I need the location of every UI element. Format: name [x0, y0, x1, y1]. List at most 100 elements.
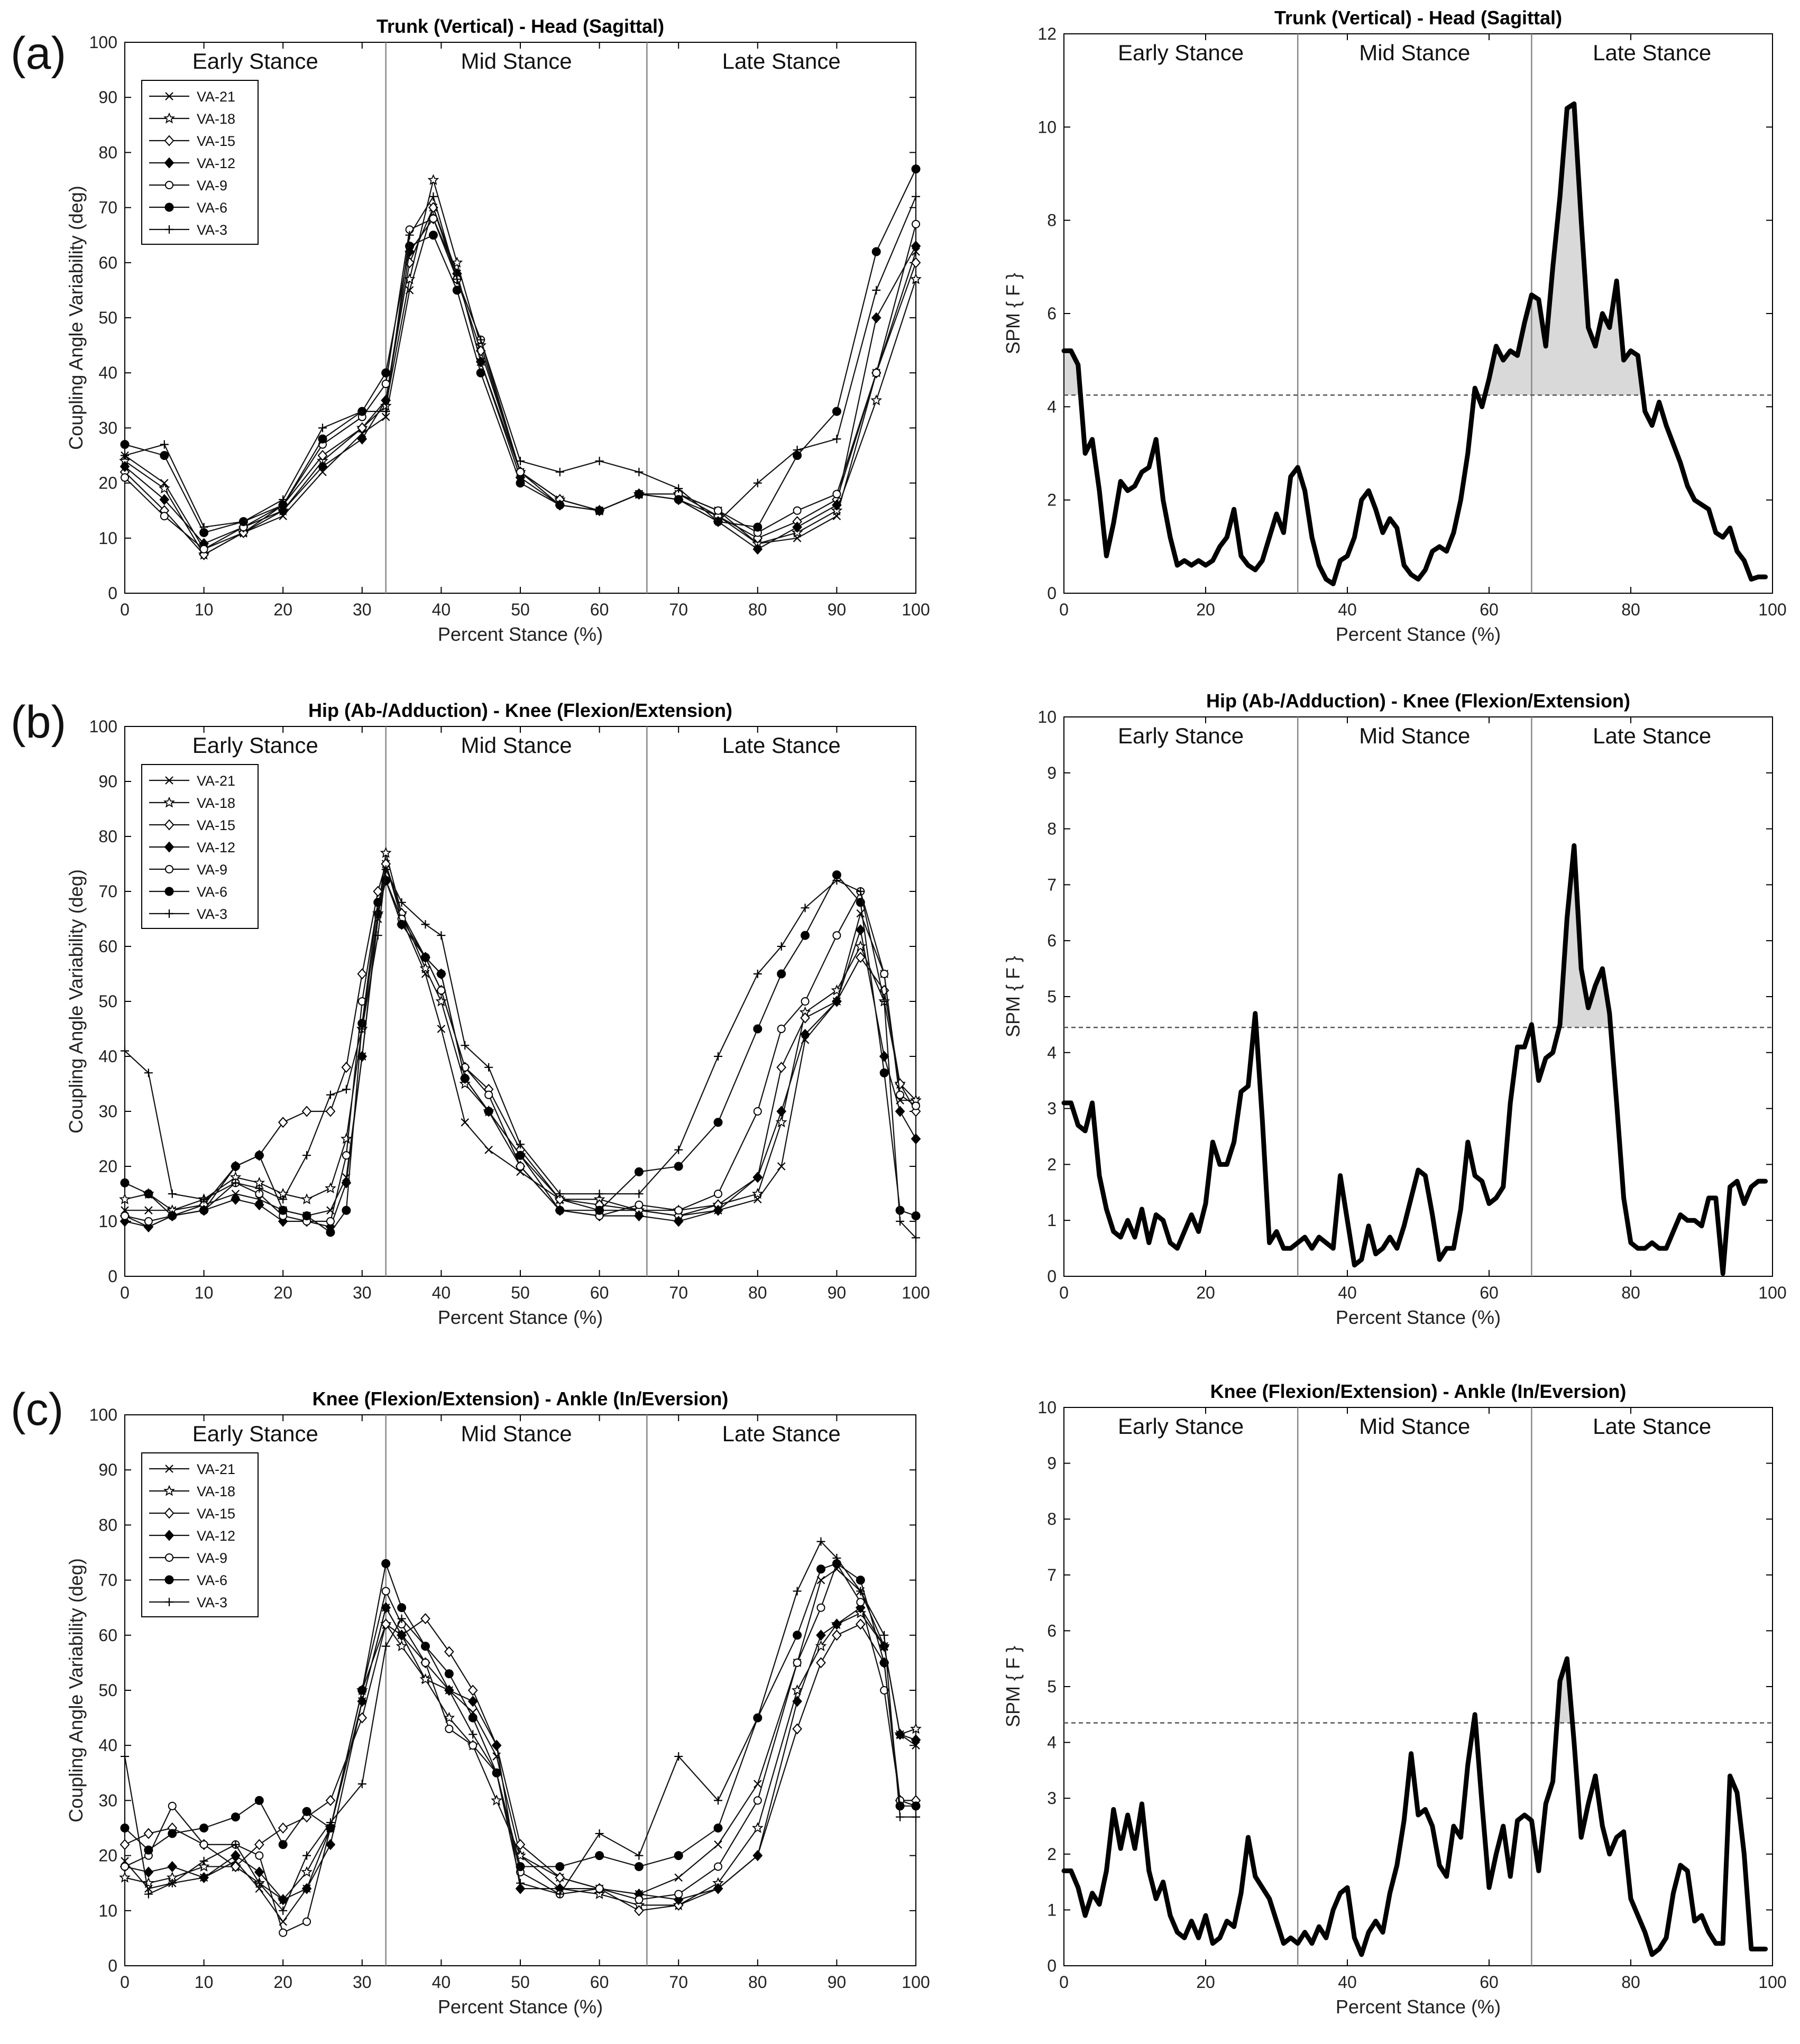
legend-entry: VA-3	[197, 1595, 227, 1610]
x-tick-label: 20	[273, 1283, 292, 1302]
data-point	[792, 1723, 802, 1734]
data-point	[674, 1873, 683, 1882]
y-axis-label: Coupling Angle Variability (deg)	[65, 1558, 87, 1822]
data-point	[278, 1822, 288, 1834]
data-point	[429, 214, 438, 223]
data-point	[816, 1603, 825, 1612]
data-point	[301, 1150, 312, 1161]
data-point	[792, 1696, 802, 1707]
y-tick-label: 6	[1047, 931, 1057, 950]
legend-marker	[164, 887, 174, 896]
phase-label: Mid Stance	[461, 733, 572, 758]
data-point	[445, 1724, 454, 1733]
chart-title: Knee (Flexion/Extension) - Ankle (In/Eve…	[313, 1388, 729, 1410]
data-point	[792, 1586, 802, 1596]
y-tick-label: 50	[98, 1681, 117, 1700]
x-tick-label: 0	[120, 1973, 130, 1992]
x-axis-label: Percent Stance (%)	[438, 623, 603, 645]
data-point	[713, 1824, 723, 1833]
chart-title: Trunk (Vertical) - Head (Sagittal)	[1274, 7, 1562, 29]
data-point	[325, 1183, 336, 1193]
legend-entry: VA-15	[197, 817, 235, 833]
data-point	[816, 1657, 826, 1668]
data-point	[880, 970, 889, 978]
data-point	[461, 1118, 470, 1127]
y-tick-label: 9	[1047, 1454, 1057, 1473]
data-point	[468, 1685, 478, 1696]
spm-curve	[1061, 843, 1768, 1276]
series-va-3	[120, 864, 921, 1243]
y-tick-label: 70	[98, 882, 117, 901]
y-tick-label: 8	[1047, 211, 1057, 230]
data-point	[895, 1812, 905, 1822]
x-tick-label: 20	[1196, 600, 1215, 619]
data-point	[752, 1850, 763, 1861]
data-point	[912, 1101, 920, 1110]
data-point	[713, 1118, 723, 1127]
x-tick-label: 80	[1621, 1283, 1640, 1302]
data-point	[168, 1829, 177, 1838]
legend-entry: VA-9	[197, 178, 227, 194]
y-tick-label: 30	[98, 418, 117, 437]
legend-entry: VA-21	[197, 773, 235, 789]
data-point	[469, 1741, 477, 1750]
data-point	[420, 953, 430, 962]
data-point	[871, 247, 881, 256]
x-tick-label: 60	[590, 1973, 609, 1992]
x-tick-label: 100	[1758, 1973, 1786, 1992]
y-tick-label: 40	[98, 1736, 117, 1755]
x-tick-label: 40	[1338, 600, 1357, 619]
series-line	[124, 207, 917, 556]
series-line	[124, 207, 917, 550]
x-tick-label: 100	[1758, 1283, 1786, 1302]
legend-entry: VA-18	[197, 1484, 235, 1499]
phase-label: Early Stance	[1118, 1414, 1244, 1439]
data-point	[381, 876, 391, 885]
data-point	[832, 1629, 842, 1641]
legend-entry: VA-15	[197, 1506, 235, 1522]
x-tick-label: 80	[748, 1283, 767, 1302]
data-point	[871, 312, 881, 323]
data-point	[516, 478, 525, 488]
phase-label: Mid Stance	[461, 49, 572, 73]
y-tick-label: 20	[98, 1846, 117, 1865]
data-point	[160, 451, 169, 460]
series-va-21	[120, 203, 921, 554]
y-tick-label: 0	[108, 1267, 117, 1286]
x-axis-label: Percent Stance (%)	[438, 1306, 603, 1328]
x-tick-label: 50	[511, 600, 530, 619]
x-tick-label: 0	[1059, 1973, 1069, 1992]
data-point	[753, 522, 763, 532]
data-point	[634, 1167, 644, 1176]
phase-label: Late Stance	[722, 49, 841, 73]
legend-entry: VA-21	[197, 1461, 235, 1477]
x-tick-label: 60	[1480, 1283, 1499, 1302]
data-point	[895, 1205, 905, 1215]
legend-entry: VA-9	[197, 1550, 227, 1566]
x-tick-label: 20	[273, 1973, 292, 1992]
legend-entry: VA-18	[197, 111, 235, 127]
suprathreshold-cluster	[1557, 1659, 1573, 1723]
data-point	[468, 1729, 478, 1739]
data-point	[159, 483, 170, 493]
chart-title: Hip (Ab-/Adduction) - Knee (Flexion/Exte…	[1206, 690, 1630, 712]
y-tick-label: 10	[1037, 117, 1057, 136]
data-point	[318, 434, 327, 444]
data-point	[381, 368, 391, 378]
y-tick-label: 90	[98, 88, 117, 107]
phase-label: Late Stance	[722, 733, 841, 758]
y-tick-label: 40	[98, 1047, 117, 1066]
y-tick-label: 100	[89, 1405, 117, 1424]
data-point	[444, 1669, 454, 1679]
y-tick-label: 100	[89, 33, 117, 52]
x-tick-label: 50	[511, 1973, 530, 1992]
series-va-6	[120, 1559, 921, 1871]
series-va-18	[120, 848, 921, 1215]
data-point	[302, 1211, 311, 1221]
x-tick-label: 50	[511, 1283, 530, 1302]
legend: VA-21 VA-18 VA-15 VA-12 VA-9 VA-6 VA-3	[141, 764, 259, 929]
data-point	[832, 434, 842, 444]
data-point	[159, 439, 169, 449]
legend-entry: VA-21	[197, 89, 235, 105]
